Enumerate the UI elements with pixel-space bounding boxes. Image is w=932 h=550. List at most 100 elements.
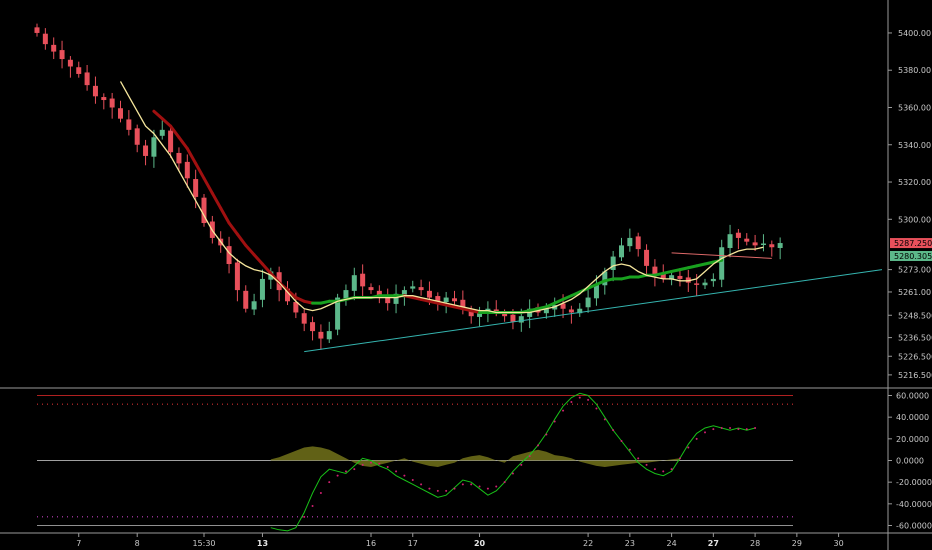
candle-body bbox=[568, 309, 574, 313]
signal-dot bbox=[612, 429, 615, 432]
signal-dot bbox=[545, 433, 548, 436]
candle-body bbox=[118, 108, 123, 119]
candle-body bbox=[143, 145, 149, 156]
signal-dot bbox=[620, 440, 623, 442]
candle-body bbox=[151, 137, 157, 157]
candle-body bbox=[602, 271, 608, 286]
candle-body bbox=[251, 301, 257, 310]
signal-dot bbox=[470, 483, 473, 486]
signal-dot bbox=[453, 487, 456, 490]
signal-dot bbox=[420, 483, 423, 486]
candle-body bbox=[510, 314, 516, 322]
slow-ema-segment bbox=[244, 243, 256, 257]
candle-body bbox=[543, 308, 549, 314]
candle-body bbox=[652, 266, 658, 276]
candle-body bbox=[777, 243, 783, 248]
candle-body bbox=[310, 322, 316, 332]
slow-ema-segment bbox=[569, 290, 582, 298]
candle-body bbox=[685, 277, 691, 283]
slow-ema-segment bbox=[594, 279, 607, 287]
candle-body bbox=[368, 287, 374, 291]
signal-dot bbox=[737, 428, 740, 431]
time-tick-label: 15:30 bbox=[192, 539, 215, 548]
price-badge bbox=[890, 238, 932, 249]
time-tick-label: 16 bbox=[366, 539, 376, 548]
slow-ema-segment bbox=[235, 232, 248, 247]
candle-body bbox=[401, 290, 407, 295]
oscillator-line bbox=[270, 392, 756, 532]
candle-body bbox=[502, 313, 508, 317]
candle-body bbox=[577, 308, 583, 314]
candle-body bbox=[101, 97, 107, 101]
price-tick-label: 5360.00 bbox=[898, 103, 931, 112]
signal-dot bbox=[378, 462, 381, 465]
time-tick-label: 30 bbox=[834, 539, 844, 548]
time-tick-label: 23 bbox=[625, 539, 635, 548]
slow-ema-segment bbox=[586, 283, 598, 290]
price-tick-label: 5300.00 bbox=[898, 215, 931, 224]
candle-body bbox=[92, 85, 98, 97]
signal-dot bbox=[403, 474, 406, 477]
candle-body bbox=[694, 283, 700, 285]
time-tick-label: 7 bbox=[76, 539, 81, 548]
candle-body bbox=[677, 275, 683, 279]
signal-dot bbox=[486, 487, 489, 490]
fast-ema-line bbox=[119, 81, 764, 314]
signal-dot bbox=[754, 427, 757, 429]
price-tick-label: 5340.00 bbox=[898, 141, 931, 150]
signal-dot bbox=[637, 457, 640, 460]
candle-body bbox=[426, 290, 432, 298]
candle-body bbox=[51, 44, 57, 52]
slow-ema-segment bbox=[553, 297, 565, 305]
candle-body bbox=[593, 284, 599, 299]
oscillator-pane[interactable] bbox=[37, 392, 793, 532]
time-tick-label: 29 bbox=[792, 539, 802, 548]
candle-body bbox=[460, 299, 466, 309]
signal-dot bbox=[461, 483, 464, 486]
time-tick-label: 22 bbox=[583, 539, 593, 548]
candle-body bbox=[126, 119, 132, 130]
candle-body bbox=[710, 278, 716, 282]
candle-body bbox=[259, 278, 265, 300]
signal-dot bbox=[729, 427, 732, 429]
slow-ema-segment bbox=[185, 146, 198, 165]
signal-dot bbox=[436, 489, 439, 492]
candle-body bbox=[234, 262, 240, 291]
candle-body bbox=[610, 256, 616, 270]
candle-body bbox=[627, 237, 633, 247]
candle-body bbox=[326, 331, 332, 340]
slow-ema-segment bbox=[210, 191, 223, 210]
slow-ema-segment bbox=[219, 206, 231, 225]
candle-body bbox=[719, 247, 725, 280]
price-tick-label: 5248.500 bbox=[898, 311, 932, 320]
signal-dot bbox=[537, 444, 539, 447]
price-pane[interactable]: 5287.250 5280.305 bbox=[34, 23, 932, 353]
signal-dot bbox=[670, 468, 673, 471]
signal-dot bbox=[303, 515, 306, 518]
signal-dot bbox=[520, 463, 523, 466]
candle-body bbox=[418, 287, 424, 291]
candle-body bbox=[644, 249, 650, 266]
osc-tick-label: -40.0000 bbox=[896, 500, 932, 509]
slow-ema-segment bbox=[544, 301, 557, 309]
price-badge-label: 5287.250 bbox=[894, 239, 932, 248]
osc-tick-label: -20.0000 bbox=[896, 478, 932, 487]
signal-dot bbox=[645, 463, 648, 466]
candle-body bbox=[201, 197, 207, 224]
signal-dot bbox=[511, 472, 514, 475]
signal-dot bbox=[528, 455, 531, 458]
signal-dot bbox=[328, 481, 331, 484]
osc-tick-label: -60.0000 bbox=[896, 522, 932, 531]
price-badge bbox=[890, 250, 932, 261]
candle-body bbox=[318, 331, 324, 339]
osc-tick-label: 60.0000 bbox=[896, 392, 929, 401]
price-tick-label: 5400.00 bbox=[898, 29, 931, 38]
candle-body bbox=[443, 297, 449, 303]
candle-body bbox=[168, 130, 174, 153]
candle-body bbox=[619, 245, 624, 258]
slow-ema-segment bbox=[169, 124, 181, 139]
signal-dot bbox=[628, 448, 631, 451]
signal-dot bbox=[704, 431, 706, 434]
signal-dot bbox=[745, 428, 748, 431]
